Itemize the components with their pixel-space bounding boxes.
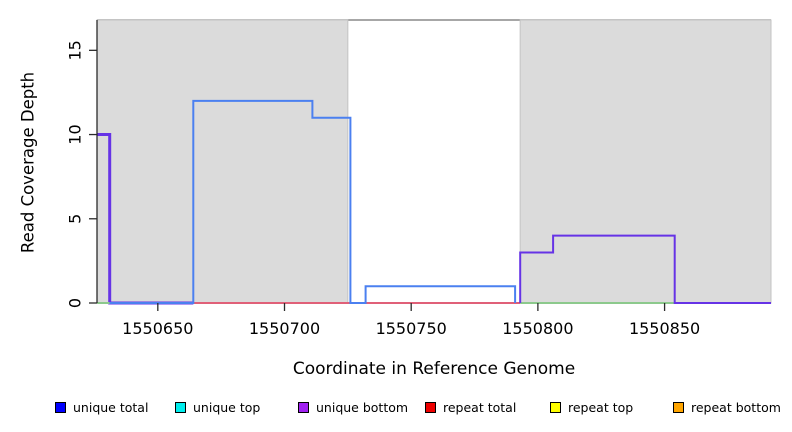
legend-swatch-repeat-top xyxy=(550,401,561,413)
shaded-region-repeat-masked-left xyxy=(96,19,349,304)
legend-item-unique-total: unique total xyxy=(55,397,148,417)
y-tick-label: 0 xyxy=(66,298,85,308)
legend-swatch-unique-total xyxy=(55,401,66,413)
legend-label: repeat bottom xyxy=(691,399,781,415)
legend-label: unique bottom xyxy=(316,399,409,415)
y-tick-label: 5 xyxy=(66,214,85,224)
x-tick-label: 1550850 xyxy=(629,319,700,338)
x-tick-label: 1550650 xyxy=(122,319,193,338)
y-tick-label: 10 xyxy=(66,124,85,144)
legend-label: unique top xyxy=(193,399,261,415)
x-axis-title: Coordinate in Reference Genome xyxy=(292,359,576,379)
legend-item-repeat-total: repeat total xyxy=(425,397,516,417)
legend-swatch-repeat-total xyxy=(425,401,436,413)
legend-label: repeat top xyxy=(568,399,634,415)
legend-swatch-repeat-bottom xyxy=(673,401,684,413)
legend: unique total unique top unique bottom repea… xyxy=(0,397,792,421)
y-tick-label: 15 xyxy=(66,40,85,60)
legend-item-unique-bottom: unique bottom xyxy=(298,397,408,417)
legend-swatch-unique-bottom xyxy=(298,401,309,413)
y-axis-title: Read Coverage Depth xyxy=(18,71,38,254)
x-tick-label: 1550800 xyxy=(502,319,573,338)
legend-item-unique-top: unique top xyxy=(175,397,260,417)
legend-label: repeat total xyxy=(443,399,517,415)
x-tick-label: 1550750 xyxy=(376,319,447,338)
legend-swatch-unique-top xyxy=(175,401,186,413)
series-unique-total xyxy=(109,99,517,304)
legend-item-repeat-top: repeat top xyxy=(550,397,633,417)
legend-label: unique total xyxy=(73,399,149,415)
series-unique-bottom-right xyxy=(519,234,771,304)
x-tick-label: 1550700 xyxy=(249,319,320,338)
shaded-region-repeat-masked-right xyxy=(519,19,772,304)
legend-item-repeat-bottom: repeat bottom xyxy=(673,397,781,417)
